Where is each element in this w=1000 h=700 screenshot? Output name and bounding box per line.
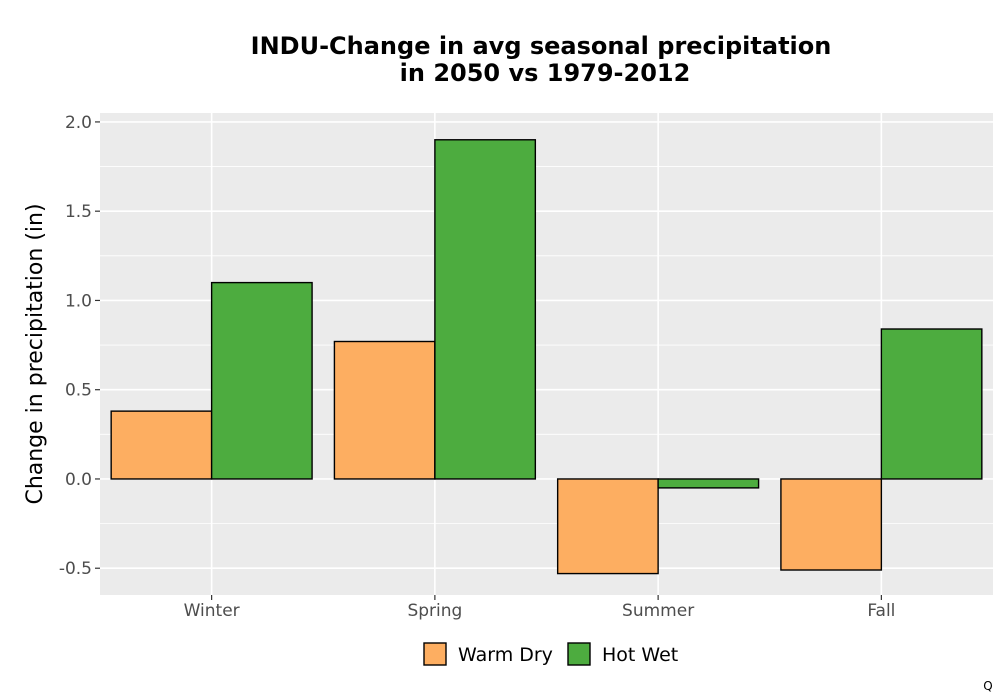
y-axis-title: Change in precipitation (in) (23, 203, 48, 504)
y-tick-label: -0.5 (59, 559, 92, 579)
x-tick-label: Spring (407, 601, 462, 621)
legend: Warm Dry Hot Wet (423, 642, 678, 666)
y-tick-label: 1.5 (65, 202, 92, 222)
bar-hot-wet-spring (434, 139, 537, 480)
y-tick-label: 1.0 (65, 291, 92, 311)
bar-hot-wet-summer (657, 478, 760, 489)
x-tick-label: Summer (622, 601, 694, 621)
legend-key-warm-dry (423, 642, 447, 666)
legend-label: Warm Dry (458, 644, 553, 666)
chart-title-line-2: in 2050 vs 1979-2012 (400, 59, 691, 87)
y-tick-label: 0.5 (65, 381, 92, 401)
bar-warm-dry-fall (780, 478, 883, 571)
x-tick-label: Winter (184, 601, 240, 621)
x-tick-label: Fall (867, 601, 895, 621)
bar-hot-wet-winter (210, 281, 313, 480)
bar-hot-wet-fall (880, 328, 983, 480)
legend-key-hot-wet (567, 642, 591, 666)
chart-title-line-1: INDU-Change in avg seasonal precipitatio… (251, 32, 832, 60)
footnote-mark: Q (983, 679, 992, 693)
bar-warm-dry-summer (556, 478, 659, 575)
bar-warm-dry-winter (110, 410, 213, 480)
bars (110, 139, 983, 575)
x-axis: Winter Spring Summer Fall (184, 595, 895, 621)
legend-label: Hot Wet (602, 644, 678, 666)
bar-warm-dry-spring (333, 340, 436, 480)
y-axis: -0.5 0.0 0.5 1.0 1.5 2.0 (59, 113, 100, 579)
y-tick-label: 0.0 (65, 470, 92, 490)
y-tick-label: 2.0 (65, 113, 92, 133)
